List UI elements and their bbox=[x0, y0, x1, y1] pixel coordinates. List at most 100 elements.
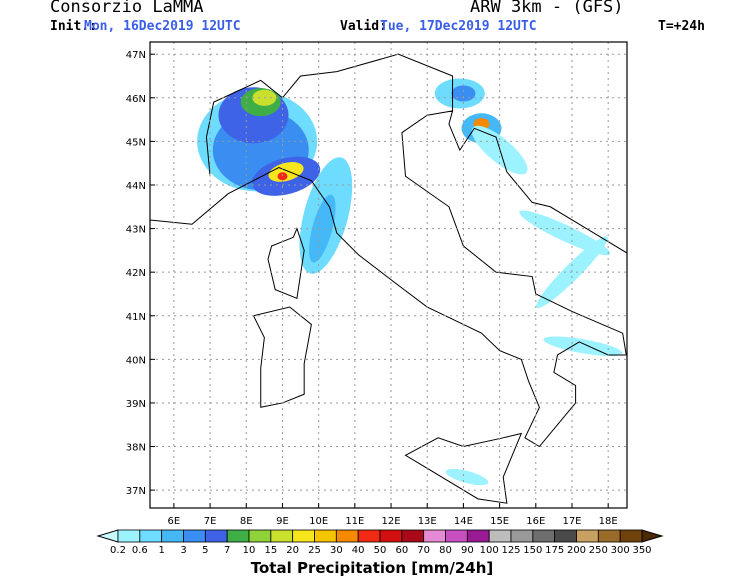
model: ARW 3km - (GFS) bbox=[470, 0, 624, 17]
colorbar-tick-label: 1 bbox=[158, 545, 164, 556]
colorbar-tick-label: 250 bbox=[589, 545, 608, 556]
colorbar-box bbox=[423, 529, 446, 543]
init-value: Mon, 16Dec2019 12UTC bbox=[84, 19, 241, 34]
colorbar-tick-label: 175 bbox=[545, 545, 564, 556]
y-tick-label: 40N bbox=[126, 355, 146, 366]
colorbar-box bbox=[248, 529, 272, 543]
y-tick-label: 44N bbox=[126, 181, 146, 192]
precip-area bbox=[277, 172, 288, 181]
precip-area bbox=[309, 194, 336, 263]
precip-area bbox=[268, 162, 304, 182]
plot-frame bbox=[149, 41, 628, 509]
colorbar-tick-label: 125 bbox=[501, 545, 520, 556]
colorbar-box bbox=[270, 529, 294, 543]
colorbar-tick-label: 7 bbox=[224, 545, 230, 556]
colorbar-tick-label: 25 bbox=[308, 545, 321, 556]
y-tick-label: 46N bbox=[126, 94, 146, 105]
x-tick-label: 6E bbox=[168, 516, 181, 527]
valid-value: Tue, 17Dec2019 12UTC bbox=[380, 19, 537, 34]
colorbar-arrow bbox=[641, 529, 664, 543]
colorbar-box bbox=[576, 529, 599, 543]
colorbar-box bbox=[117, 529, 141, 543]
colorbar-box bbox=[554, 529, 577, 543]
coastline bbox=[205, 53, 454, 177]
y-tick-label: 45N bbox=[126, 137, 146, 148]
lead-time: T=+24h bbox=[658, 19, 705, 34]
colorbar-tick-label: 20 bbox=[286, 545, 299, 556]
x-tick-label: 12E bbox=[382, 516, 401, 527]
y-tick-label: 37N bbox=[126, 486, 146, 497]
colorbar-box bbox=[314, 529, 337, 543]
colorbar-tick-label: 150 bbox=[523, 545, 542, 556]
title: Consorzio LaMMA bbox=[50, 0, 204, 17]
x-tick-label: 17E bbox=[562, 516, 581, 527]
colorbar-box bbox=[488, 529, 512, 543]
colorbar-box bbox=[466, 529, 490, 543]
colorbar-box bbox=[183, 529, 206, 543]
coastline bbox=[404, 432, 523, 504]
colorbar-box bbox=[204, 529, 228, 543]
x-tick-label: 16E bbox=[526, 516, 545, 527]
init-label: Init.: bbox=[50, 19, 97, 34]
coastline bbox=[150, 110, 627, 448]
precip-area bbox=[445, 468, 489, 486]
precip-area bbox=[519, 210, 611, 256]
colorbar-tick-label: 100 bbox=[480, 545, 499, 556]
colorbar-box bbox=[401, 529, 425, 543]
colorbar-tick-label: 80 bbox=[439, 545, 452, 556]
map-layer bbox=[150, 53, 627, 504]
colorbar-tick-label: 40 bbox=[352, 545, 365, 556]
coastline bbox=[252, 306, 312, 408]
y-tick-label: 41N bbox=[126, 312, 146, 323]
x-tick-label: 10E bbox=[309, 516, 328, 527]
x-tick-label: 8E bbox=[240, 516, 253, 527]
colorbar-tick-label: 15 bbox=[264, 545, 277, 556]
colorbar-tick-label: 90 bbox=[461, 545, 474, 556]
colorbar-arrow bbox=[96, 529, 119, 543]
valid-label: Valid: bbox=[340, 19, 387, 34]
y-tick-label: 42N bbox=[126, 268, 146, 279]
x-tick-label: 11E bbox=[345, 516, 364, 527]
colorbar-label: Total Precipitation [mm/24h] bbox=[251, 559, 494, 577]
y-tick-label: 38N bbox=[126, 443, 146, 454]
x-tick-label: 18E bbox=[599, 516, 618, 527]
colorbar-tick-label: 3 bbox=[180, 545, 186, 556]
coastline bbox=[267, 227, 305, 300]
colorbar-tick-label: 350 bbox=[632, 545, 651, 556]
colorbar-box bbox=[532, 529, 556, 543]
colorbar-box bbox=[161, 529, 184, 543]
y-tick-label: 47N bbox=[126, 50, 146, 61]
x-tick-label: 15E bbox=[490, 516, 509, 527]
colorbar-box bbox=[226, 529, 250, 543]
precip-area bbox=[451, 85, 476, 102]
colorbar-tick-label: 10 bbox=[243, 545, 256, 556]
colorbar-tick-label: 300 bbox=[611, 545, 630, 556]
x-tick-label: 9E bbox=[276, 516, 289, 527]
colorbar-tick-label: 60 bbox=[395, 545, 408, 556]
x-tick-label: 7E bbox=[204, 516, 217, 527]
colorbar-box bbox=[139, 529, 163, 543]
colorbar-box bbox=[445, 529, 468, 543]
colorbar-box bbox=[619, 529, 643, 543]
colorbar-tick-label: 0.2 bbox=[110, 545, 126, 556]
colorbar-box bbox=[510, 529, 534, 543]
colorbar-tick-label: 200 bbox=[567, 545, 586, 556]
colorbar-tick-label: 50 bbox=[374, 545, 387, 556]
x-tick-label: 14E bbox=[454, 516, 473, 527]
colorbar-box bbox=[357, 529, 381, 543]
colorbar-box bbox=[597, 529, 621, 543]
colorbar-box bbox=[335, 529, 359, 543]
colorbar-tick-label: 5 bbox=[202, 545, 208, 556]
colorbar-box bbox=[379, 529, 403, 543]
colorbar-tick-label: 0.6 bbox=[132, 545, 148, 556]
colorbar-tick-label: 70 bbox=[417, 545, 430, 556]
x-tick-label: 13E bbox=[418, 516, 437, 527]
y-tick-label: 39N bbox=[126, 399, 146, 410]
colorbar-tick-label: 30 bbox=[330, 545, 343, 556]
precip-area bbox=[543, 336, 623, 357]
y-tick-label: 43N bbox=[126, 225, 146, 236]
plot-area: 6E 7E 8E 9E 10E 11E 12E 13E 14E 15E 16E 17E 18E 37N 38… bbox=[126, 41, 628, 527]
colorbar-box bbox=[292, 529, 315, 543]
